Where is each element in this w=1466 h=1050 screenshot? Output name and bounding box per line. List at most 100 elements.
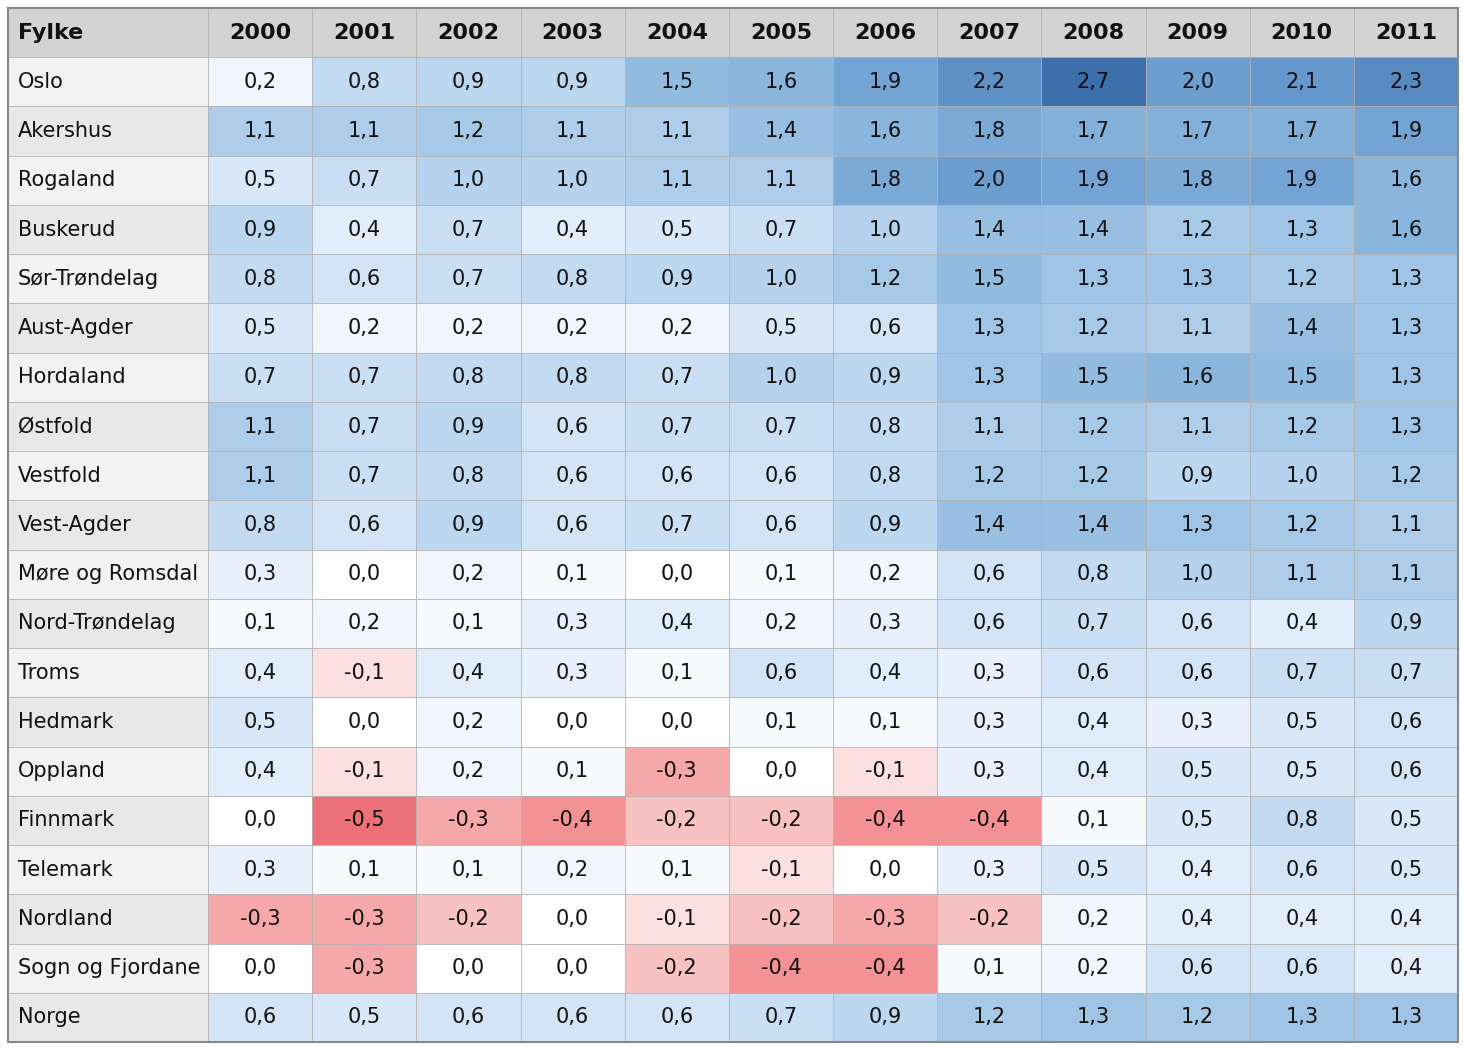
Text: 0,8: 0,8: [868, 417, 902, 437]
Bar: [1249, 402, 1353, 452]
Text: 2008: 2008: [1063, 23, 1124, 43]
Bar: [1041, 353, 1145, 402]
Text: -0,4: -0,4: [969, 811, 1010, 831]
Text: 0,3: 0,3: [556, 663, 589, 682]
Bar: [1249, 254, 1353, 303]
Text: 1,5: 1,5: [1078, 368, 1110, 387]
Text: 1,6: 1,6: [1390, 170, 1422, 190]
Bar: [520, 598, 625, 648]
Text: 1,4: 1,4: [1078, 219, 1110, 239]
Bar: [1041, 648, 1145, 697]
Text: Sogn og Fjordane: Sogn og Fjordane: [18, 959, 201, 979]
Text: 0,3: 0,3: [972, 663, 1006, 682]
Text: 0,4: 0,4: [1182, 909, 1214, 929]
Text: -0,1: -0,1: [345, 663, 384, 682]
Bar: [520, 697, 625, 747]
Bar: [312, 992, 416, 1042]
Bar: [1041, 8, 1145, 58]
Text: 0,4: 0,4: [452, 663, 485, 682]
Text: 0,8: 0,8: [868, 466, 902, 486]
Text: 0,5: 0,5: [1390, 860, 1422, 880]
Text: 0,0: 0,0: [868, 860, 902, 880]
Text: 0,6: 0,6: [556, 466, 589, 486]
Text: 0,4: 0,4: [243, 663, 277, 682]
Bar: [416, 254, 520, 303]
Text: 1,1: 1,1: [347, 121, 381, 141]
Text: 0,5: 0,5: [1286, 761, 1318, 781]
Text: 0,4: 0,4: [1390, 959, 1422, 979]
Bar: [833, 106, 937, 155]
Text: 1,1: 1,1: [243, 121, 277, 141]
Text: 0,2: 0,2: [556, 318, 589, 338]
Text: 1,1: 1,1: [764, 170, 798, 190]
Bar: [833, 501, 937, 549]
Text: 0,2: 0,2: [452, 318, 485, 338]
Bar: [1145, 944, 1249, 992]
Text: 0,9: 0,9: [1390, 613, 1422, 633]
Text: 0,7: 0,7: [347, 170, 381, 190]
Text: 0,7: 0,7: [764, 1007, 798, 1027]
Bar: [729, 747, 833, 796]
Text: Oslo: Oslo: [18, 71, 65, 91]
Text: 1,1: 1,1: [1390, 564, 1422, 584]
Text: 0,2: 0,2: [452, 712, 485, 732]
Bar: [937, 501, 1041, 549]
Text: 0,1: 0,1: [764, 564, 798, 584]
Text: 0,2: 0,2: [764, 613, 798, 633]
Text: 0,8: 0,8: [1078, 564, 1110, 584]
Bar: [833, 353, 937, 402]
Bar: [520, 747, 625, 796]
Bar: [833, 254, 937, 303]
Text: 0,1: 0,1: [243, 613, 277, 633]
Text: 0,5: 0,5: [1286, 712, 1318, 732]
Bar: [729, 353, 833, 402]
Bar: [1249, 697, 1353, 747]
Text: 0,5: 0,5: [1390, 811, 1422, 831]
Text: Akershus: Akershus: [18, 121, 113, 141]
Bar: [625, 155, 729, 205]
Bar: [729, 796, 833, 845]
Bar: [7, 155, 208, 205]
Text: Norge: Norge: [18, 1007, 81, 1027]
Bar: [1249, 648, 1353, 697]
Text: -0,1: -0,1: [657, 909, 696, 929]
Bar: [833, 452, 937, 501]
Bar: [1145, 598, 1249, 648]
Bar: [833, 796, 937, 845]
Text: 0,5: 0,5: [1182, 761, 1214, 781]
Text: 2,0: 2,0: [1182, 71, 1214, 91]
Bar: [208, 452, 312, 501]
Bar: [520, 796, 625, 845]
Bar: [208, 944, 312, 992]
Bar: [416, 452, 520, 501]
Text: -0,3: -0,3: [240, 909, 280, 929]
Bar: [1249, 501, 1353, 549]
Text: 0,8: 0,8: [243, 514, 277, 536]
Bar: [1145, 254, 1249, 303]
Text: 0,7: 0,7: [660, 417, 693, 437]
Bar: [937, 205, 1041, 254]
Bar: [729, 992, 833, 1042]
Text: 0,8: 0,8: [556, 269, 589, 289]
Text: 0,8: 0,8: [347, 71, 381, 91]
Bar: [729, 598, 833, 648]
Bar: [208, 402, 312, 452]
Bar: [1145, 452, 1249, 501]
Text: 1,9: 1,9: [868, 71, 902, 91]
Bar: [416, 353, 520, 402]
Bar: [1249, 106, 1353, 155]
Bar: [1353, 303, 1459, 353]
Text: 0,1: 0,1: [452, 613, 485, 633]
Bar: [625, 501, 729, 549]
Bar: [208, 205, 312, 254]
Text: 0,7: 0,7: [1286, 663, 1318, 682]
Bar: [833, 155, 937, 205]
Bar: [1041, 155, 1145, 205]
Bar: [937, 697, 1041, 747]
Text: 1,3: 1,3: [1390, 417, 1422, 437]
Bar: [7, 648, 208, 697]
Text: 0,6: 0,6: [1286, 860, 1318, 880]
Text: 1,1: 1,1: [1182, 417, 1214, 437]
Bar: [1249, 944, 1353, 992]
Bar: [729, 106, 833, 155]
